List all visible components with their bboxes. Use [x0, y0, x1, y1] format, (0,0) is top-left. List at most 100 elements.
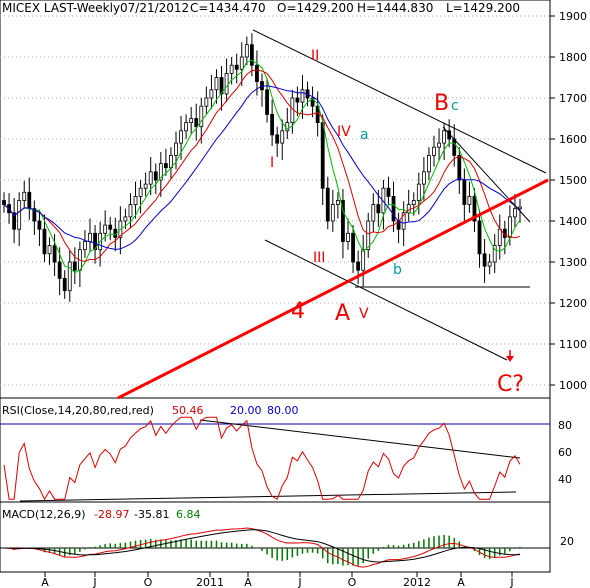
candle-body: [427, 154, 431, 173]
lower-channel-line: [264, 239, 508, 361]
time-tick-label: J: [297, 576, 301, 588]
candle-body: [163, 163, 168, 169]
candle-body: [234, 64, 239, 70]
rsi-lower-trendline: [19, 491, 517, 502]
candle-body: [487, 261, 492, 267]
time-tick-label: O: [348, 576, 357, 588]
macd-signal-line: [3, 529, 521, 563]
candle-body: [143, 183, 148, 189]
candle-body: [239, 56, 244, 70]
header-symbol: MICEX LAST-Weekly: [2, 1, 120, 15]
rsi-label: RSI(Close,14,20,80,red,red): [2, 404, 154, 417]
candle-body: [17, 200, 22, 230]
candle-body: [346, 232, 350, 242]
wave-B-label: B: [434, 91, 449, 116]
candle-body: [330, 204, 335, 222]
candle-body: [2, 200, 6, 205]
candle-body: [83, 241, 87, 251]
time-tick-label: J: [509, 576, 513, 588]
red-trendline: [117, 178, 549, 400]
wave-4-label: 4: [291, 299, 305, 324]
price-tick-label: 1900: [559, 10, 587, 23]
candles: [2, 33, 522, 302]
price-tick-label: 1600: [559, 133, 587, 146]
candle-body: [386, 187, 391, 197]
candle-body: [270, 114, 275, 136]
candle-body: [411, 200, 416, 205]
candle-body: [158, 163, 163, 181]
wave-c-label: c: [451, 98, 459, 114]
price-panel-frame: [0, 0, 551, 399]
candle-body: [214, 77, 219, 91]
time-tick-label: A: [457, 576, 465, 588]
rsi-tick-40: 40: [558, 473, 572, 486]
candle-body: [280, 130, 285, 144]
candle-body: [67, 261, 72, 292]
candle-body: [47, 245, 52, 255]
candle-body: [189, 118, 194, 123]
ma-mid-line: [3, 69, 521, 263]
header-close: C=1434.470: [190, 1, 266, 15]
candle-body: [356, 261, 361, 271]
header-open: O=1429.200: [277, 1, 354, 15]
price-tick-label: 1300: [559, 256, 587, 269]
macd-tick-20: 20: [560, 535, 574, 548]
candle-body: [335, 200, 340, 205]
candle-body: [42, 228, 47, 255]
c-wave-line: [442, 126, 531, 223]
candle-body: [391, 195, 396, 222]
candle-body: [341, 200, 345, 242]
header-date: 07/21/2012: [120, 1, 189, 15]
candle-body: [442, 130, 447, 144]
candle-body: [300, 89, 305, 103]
candle-body: [153, 171, 158, 181]
candle-body: [123, 216, 128, 222]
candle-body: [492, 245, 497, 263]
candle-body: [310, 97, 315, 107]
wave-IV-label: IV: [337, 124, 351, 140]
candle-body: [93, 232, 97, 251]
candle-body: [209, 89, 214, 99]
candle-body: [457, 154, 462, 181]
candle-body: [174, 142, 178, 156]
candle-body: [184, 122, 189, 132]
wave-A-label: A: [335, 301, 350, 326]
price-tick-label: 1500: [559, 174, 587, 187]
candle-body: [381, 187, 386, 214]
candle-body: [148, 171, 153, 185]
price-tick-label: 1200: [559, 297, 587, 310]
gridlines: [0, 15, 550, 386]
candle-body: [219, 77, 224, 95]
time-tick-label: J: [92, 576, 96, 588]
candle-body: [507, 216, 512, 238]
rsi-upper-trendline: [199, 419, 521, 459]
rsi-tick-60: 60: [558, 446, 572, 459]
candle-body: [103, 224, 108, 234]
candle-body: [472, 195, 477, 222]
candle-body: [371, 204, 376, 222]
macd-label: MACD(12,26,9): [2, 508, 86, 521]
candle-body: [32, 208, 37, 222]
candle-body: [295, 97, 300, 103]
candle-body: [199, 105, 204, 128]
candle-body: [249, 44, 254, 66]
candle-body: [27, 191, 32, 210]
wave-II-label: II: [311, 48, 319, 64]
candle-body: [416, 183, 421, 201]
candle-body: [88, 232, 92, 242]
candle-body: [437, 142, 441, 148]
time-tick-label: 2012: [403, 576, 431, 588]
candle-body: [138, 187, 143, 197]
time-tick-label: A: [244, 576, 252, 588]
wave-C-label: C?: [497, 372, 524, 397]
candle-body: [22, 191, 27, 201]
candle-body: [320, 122, 325, 189]
candle-body: [401, 212, 406, 230]
price-tick-label: 1000: [559, 379, 587, 392]
candle-body: [432, 146, 436, 156]
candle-body: [229, 64, 234, 74]
rsi-tick-80: 80: [558, 419, 572, 432]
price-axis-ticks: 1900 1800 1700 1600 1500 1400 1300 1200 1100 1000: [550, 10, 587, 392]
candle-body: [133, 195, 138, 205]
